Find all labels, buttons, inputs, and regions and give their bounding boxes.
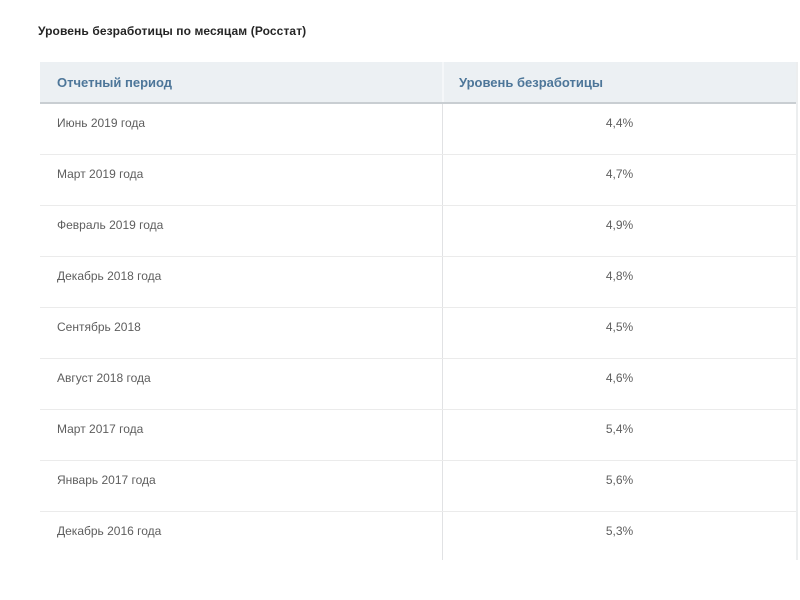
table-row: Сентябрь 2018 4,5%: [40, 308, 796, 359]
period-cell: Февраль 2019 года: [57, 218, 164, 232]
rate-cell: 5,3%: [442, 512, 796, 560]
table-row: Декабрь 2018 года 4,8%: [40, 257, 796, 308]
table-row: Февраль 2019 года 4,9%: [40, 206, 796, 257]
table-row: Декабрь 2016 года 5,3%: [40, 512, 796, 560]
rate-cell: 5,6%: [442, 461, 796, 511]
rate-cell: 4,6%: [442, 359, 796, 409]
period-cell: Декабрь 2018 года: [57, 269, 162, 283]
table-row: Август 2018 года 4,6%: [40, 359, 796, 410]
table-row: Март 2019 года 4,7%: [40, 155, 796, 206]
table-header-row: Отчетный период Уровень безработицы: [40, 62, 796, 104]
rate-cell: 4,8%: [442, 257, 796, 307]
table-body: Июнь 2019 года 4,4% Март 2019 года 4,7% …: [40, 104, 796, 560]
column-header-rate: Уровень безработицы: [442, 62, 796, 102]
period-cell: Декабрь 2016 года: [57, 524, 162, 538]
rate-cell: 4,4%: [442, 104, 796, 154]
period-cell: Январь 2017 года: [57, 473, 156, 487]
table-row: Июнь 2019 года 4,4%: [40, 104, 796, 155]
period-cell: Март 2017 года: [57, 422, 144, 436]
table-row: Январь 2017 года 5,6%: [40, 461, 796, 512]
period-cell: Август 2018 года: [57, 371, 151, 385]
rate-cell: 4,9%: [442, 206, 796, 256]
period-cell: Март 2019 года: [57, 167, 144, 181]
unemployment-table: Отчетный период Уровень безработицы Июнь…: [40, 62, 798, 560]
rate-cell: 4,7%: [442, 155, 796, 205]
page-title: Уровень безработицы по месяцам (Росстат): [38, 24, 307, 38]
rate-cell: 4,5%: [442, 308, 796, 358]
table-row: Март 2017 года 5,4%: [40, 410, 796, 461]
period-cell: Сентябрь 2018: [57, 320, 141, 334]
period-cell: Июнь 2019 года: [57, 116, 146, 130]
rate-cell: 5,4%: [442, 410, 796, 460]
column-header-period: Отчетный период: [57, 74, 173, 90]
